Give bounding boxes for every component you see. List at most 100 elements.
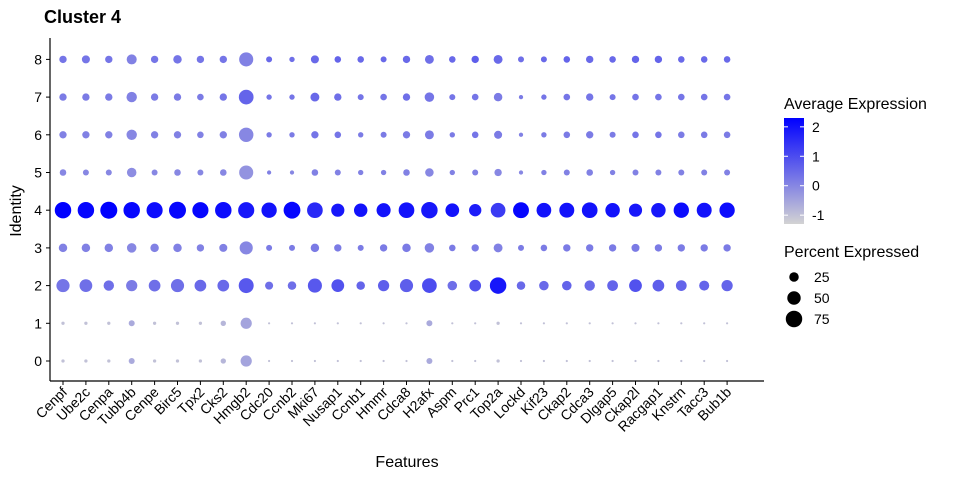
dot-tubb4b-id0: [128, 357, 135, 365]
dot-hmmr-id6: [380, 131, 387, 138]
dot-knstrn-id1: [680, 322, 683, 325]
dot-ckap2-id6: [563, 131, 571, 139]
dot-lockd-id6: [518, 132, 524, 137]
dot-tubb4b-id6: [126, 129, 137, 141]
dot-cenpe-id3: [150, 243, 159, 253]
dot-ckap2-id5: [563, 169, 570, 176]
dot-kif23-id5: [541, 169, 547, 176]
dot-cenpa-id3: [104, 243, 114, 253]
dot-hmmr-id7: [380, 93, 387, 101]
dot-lockd-id0: [519, 359, 523, 363]
dot-tacc3-id6: [700, 131, 708, 139]
dot-racgap1-id5: [655, 169, 662, 176]
dot-cenpf-id2: [56, 279, 70, 293]
dot-cdca8-id4: [398, 202, 415, 219]
dot-ube2c-id2: [79, 279, 93, 292]
dot-aspm-id0: [451, 359, 454, 363]
dot-ccnb1-id0: [359, 359, 362, 363]
color-legend-label: -1: [812, 207, 825, 223]
dot-tacc3-id4: [696, 202, 712, 218]
dot-tacc3-id2: [699, 280, 710, 291]
dot-hmgb2-id2: [238, 278, 254, 294]
dot-ccnb1-id4: [353, 203, 368, 217]
dot-lockd-id5: [518, 170, 524, 175]
dot-mki67-id7: [310, 92, 320, 102]
dot-lockd-id4: [513, 202, 529, 219]
dot-mki67-id6: [311, 131, 319, 139]
y-tick-label: 5: [34, 165, 42, 181]
size-legend-label: 25: [814, 269, 830, 285]
dot-cenpe-id1: [152, 321, 157, 325]
dot-bub1b-id3: [723, 244, 731, 252]
dot-cenpa-id7: [105, 93, 113, 101]
dot-cks2-id7: [219, 93, 227, 101]
dot-ccnb1-id2: [356, 281, 365, 290]
dot-aspm-id3: [449, 244, 456, 252]
dot-cenpe-id7: [150, 93, 159, 101]
dot-nusap1-id8: [334, 56, 342, 63]
dot-kif23-id2: [539, 280, 549, 291]
dot-cdc20-id8: [266, 56, 273, 63]
dot-ube2c-id1: [84, 321, 88, 325]
dot-cenpe-id4: [146, 202, 163, 219]
dot-top2a-id7: [493, 92, 503, 102]
dot-cenpe-id8: [150, 55, 159, 64]
size-legend-label: 50: [814, 290, 830, 306]
dot-bub1b-id0: [726, 359, 729, 363]
color-legend: Average Expression 2 1 0 -1: [784, 96, 927, 224]
dot-aspm-id4: [445, 203, 460, 218]
dot-cdca8-id2: [399, 279, 414, 293]
dot-ccnb2-id5: [289, 170, 295, 175]
dot-ccnb2-id4: [283, 201, 301, 219]
dot-cenpa-id6: [105, 131, 113, 139]
dot-aspm-id7: [449, 94, 456, 101]
dot-ckap2-id3: [563, 244, 571, 252]
dot-dlgap5-id1: [611, 322, 614, 325]
dot-hmmr-id2: [377, 279, 390, 292]
dot-ube2c-id4: [77, 201, 95, 219]
dot-dlgap5-id6: [609, 131, 616, 138]
dot-h2afx-id7: [424, 92, 435, 102]
dot-cenpa-id2: [103, 280, 115, 291]
dot-top2a-id0: [496, 359, 500, 363]
dot-knstrn-id2: [675, 280, 687, 291]
dot-ccnb1-id7: [357, 94, 364, 101]
dot-hmmr-id4: [376, 203, 391, 218]
color-legend-label: 2: [812, 119, 820, 135]
dot-cks2-id6: [219, 131, 227, 139]
y-tick-label: 3: [34, 240, 42, 256]
dot-kif23-id3: [540, 244, 548, 252]
dot-ckap2l-id4: [628, 203, 643, 217]
dot-ckap2-id7: [563, 93, 571, 101]
dot-ccnb2-id1: [290, 322, 294, 325]
dot-cdc20-id6: [266, 132, 272, 138]
dot-prc1-id7: [471, 93, 479, 101]
dot-tpx2-id1: [198, 321, 203, 325]
dot-cenpa-id4: [100, 201, 118, 219]
dot-racgap1-id8: [654, 55, 663, 64]
dot-aspm-id8: [449, 56, 456, 63]
dot-lockd-id3: [517, 244, 525, 251]
y-axis-title: Identity: [8, 185, 25, 237]
dot-dlgap5-id8: [609, 56, 616, 63]
dot-racgap1-id0: [657, 359, 660, 363]
dot-top2a-id5: [494, 168, 502, 177]
y-tick-label: 6: [34, 127, 42, 143]
dot-mki67-id3: [310, 243, 320, 253]
dot-tacc3-id3: [700, 244, 708, 252]
dot-prc1-id5: [472, 169, 479, 176]
dot-tubb4b-id1: [128, 320, 135, 327]
dot-hmgb2-id5: [239, 165, 254, 180]
dot-ccnb1-id1: [359, 322, 362, 325]
dot-cenpf-id7: [59, 93, 67, 101]
dot-tacc3-id5: [701, 169, 708, 176]
dot-birc5-id4: [169, 201, 186, 219]
dot-bub1b-id1: [726, 322, 729, 325]
dot-ube2c-id7: [82, 93, 90, 101]
dot-aspm-id6: [449, 132, 455, 138]
dot-ube2c-id0: [84, 359, 88, 363]
dot-racgap1-id3: [654, 244, 663, 252]
dot-tubb4b-id3: [126, 243, 137, 253]
size-legend-title: Percent Expressed: [784, 244, 919, 261]
dot-layer: [54, 52, 735, 367]
